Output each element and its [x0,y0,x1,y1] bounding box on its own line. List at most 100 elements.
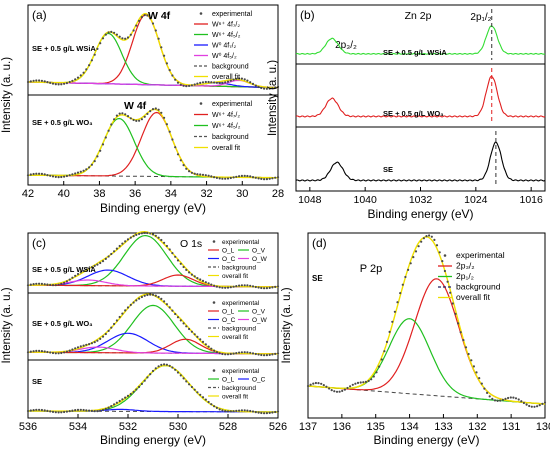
panel-c-sub2-experimental-point [229,410,232,413]
panel-d-xtick-label-1: 136 [333,421,351,433]
panel-c-sub2-experimental-point [174,368,177,371]
panel-a-sub0-experimental-point [46,81,49,84]
panel-c-frame [27,232,279,419]
panel-c-sub1-experimental-point [40,350,44,353]
panel-c-sub2-experimental-point [204,398,207,401]
panel-c-xtick-label-1: 534 [69,421,87,433]
panel-c-title: O 1s [180,238,202,250]
panel-d-experimental-point [314,381,317,385]
panel-c-sub2-experimental-point [65,410,68,413]
panel-d-experimental-point [428,234,431,237]
panel-c-sub0-experimental-point [157,236,160,239]
panel-c-sub0-experimental-point [268,286,271,289]
panel-c-sub0-experimental-point [60,282,63,285]
panel-c-sub2-experimental-point [199,393,202,396]
panel-c-sub2-experimental-point [79,408,82,411]
panel-a-sub1-experimental-point [260,177,263,180]
panel-c-sub0-experimental-point [182,265,185,269]
panel-a-sub0-experimental-point [90,59,93,62]
panel-c-sub0-legend-label-3: O_C [222,256,236,263]
panel-c-sub0-experimental-point [265,287,268,290]
panel-a-sub0-experimental-point [188,84,191,87]
panel-d-experimental-point [351,383,354,386]
panel-c-sub0-experimental-point [79,271,82,274]
panel-d-experimental-point [483,387,486,390]
panel-c-sub1-experimental-point [218,352,221,355]
panel-a-sub0-experimental-point [204,80,207,84]
panel-c-sub1-experimental-point [38,349,41,352]
panel-c-sub1-experimental-point [254,352,257,356]
panel-a-sub0-experimental-point [88,64,91,67]
panel-c-sub0-legend-label-6: overall fit [222,273,248,280]
panel-c-sub1-experimental-point [151,293,155,296]
panel-c-sub0-experimental-point [71,276,74,279]
panel-c-sub0-experimental-point [96,263,99,266]
panel-a-sub0-experimental-point [149,17,152,20]
panel-a-sub1-experimental-point [146,112,149,115]
panel-a-sub1-experimental-point [85,168,88,171]
panel-a-xtick-label-6: 30 [236,188,248,200]
panel-c-sub1-experimental-point [168,306,171,309]
panel-a-sub1-experimental-point [93,160,96,163]
panel-a-sub0-legend-label-4: W⁰ 4f₅/₂ [212,52,237,60]
panel-c-sub0-experimental-point [263,287,266,290]
panel-a-sub0-experimental-point [68,80,71,84]
panel-c-sub1-experimental-point [226,353,230,356]
panel-c-sub1-experimental-point [229,352,232,356]
panel-a-sub0-experimental-point [257,85,260,89]
panel-c-sub2-experimental-point [190,385,193,389]
panel-c-sub2-experimental-point [38,408,41,411]
panel-a-sub0-experimental-point [32,79,35,82]
panel-a-sub1-experimental-point [60,175,63,179]
panel-a-sub0-experimental-point [110,30,113,33]
panel-d-experimental-point [333,390,336,393]
panel-c-sub0-experimental-point [224,286,227,289]
panel-c-sub1-experimental-point [124,309,127,312]
panel-c-sub0-experimental-point [226,286,230,289]
panel-d-experimental-point [320,382,323,385]
panel-d-experimental-point [501,398,504,401]
panel-c-sub1-experimental-point [104,332,107,336]
panel-c-sub2-experimental-point [224,410,227,413]
panel-d-experimental-point [525,403,528,406]
panel-a-sub1-experimental-point [140,118,143,121]
panel-c-sub2-experimental-point [246,409,249,412]
panel-a-sub1-legend-swatch-0 [199,102,203,105]
panel-d-experimental-point [317,382,320,385]
panel-c-sub1-experimental-point [174,312,177,316]
panel-a-sub1-experimental-point [99,149,102,152]
panel-a-sub1-experimental-point [110,123,113,126]
panel-a-sub0-legend-label-2: W⁶⁺ 4f₅/₂ [212,32,241,39]
panel-d-experimental-point [388,330,391,333]
panel-c-sub1-experimental-point [57,352,60,355]
panel-c-sub1-experimental-point [63,351,66,354]
panel-a-sub0-experimental-point [246,79,249,82]
panel-c-sub2-experimental-point [210,403,213,406]
panel-a-xlabel: Binding energy (eV) [100,201,206,215]
panel-c-sub0-experimental-point [104,257,107,260]
panel-c-sub1-experimental-point [149,293,152,296]
panel-a-sub1-experimental-point [238,175,241,178]
panel-c-sub1-experimental-point [129,303,132,306]
panel-c-sub1-experimental-point [196,335,199,338]
panel-d-xlabel: Binding energy (eV) [373,433,479,447]
panel-a-sub1-experimental-point [276,176,280,179]
panel-c-sub2-experimental-point [257,411,260,414]
panel-a-sub1-experimental-point [265,178,268,181]
panel-a-sub0-experimental-point [115,33,118,36]
panel-a-sub0-experimental-point [176,81,180,84]
panel-d-experimental-point [385,340,389,343]
panel-c-sub0-experimental-point [65,280,68,283]
panel-a-sub0-experimental-point [276,85,280,88]
panel-c-sub0-experimental-point [124,240,127,243]
panel-a-sub1-experimental-point [138,119,141,122]
panel-a-sub0-experimental-point [243,78,246,81]
panel-d-experimental-point [383,350,386,353]
panel-c-sub1-experimental-point [74,347,77,350]
panel-c-sub2-experimental-point [201,396,205,399]
panel-c-sub1-experimental-point [126,306,130,309]
panel-a-sub0-legend-label-1: W⁶⁺ 4f₇/₂ [212,22,240,29]
panel-a-xtick-label-7: 28 [272,188,284,200]
panel-a-sub1-experimental-point [224,177,227,180]
panel-c-sub1-experimental-point [146,293,149,297]
